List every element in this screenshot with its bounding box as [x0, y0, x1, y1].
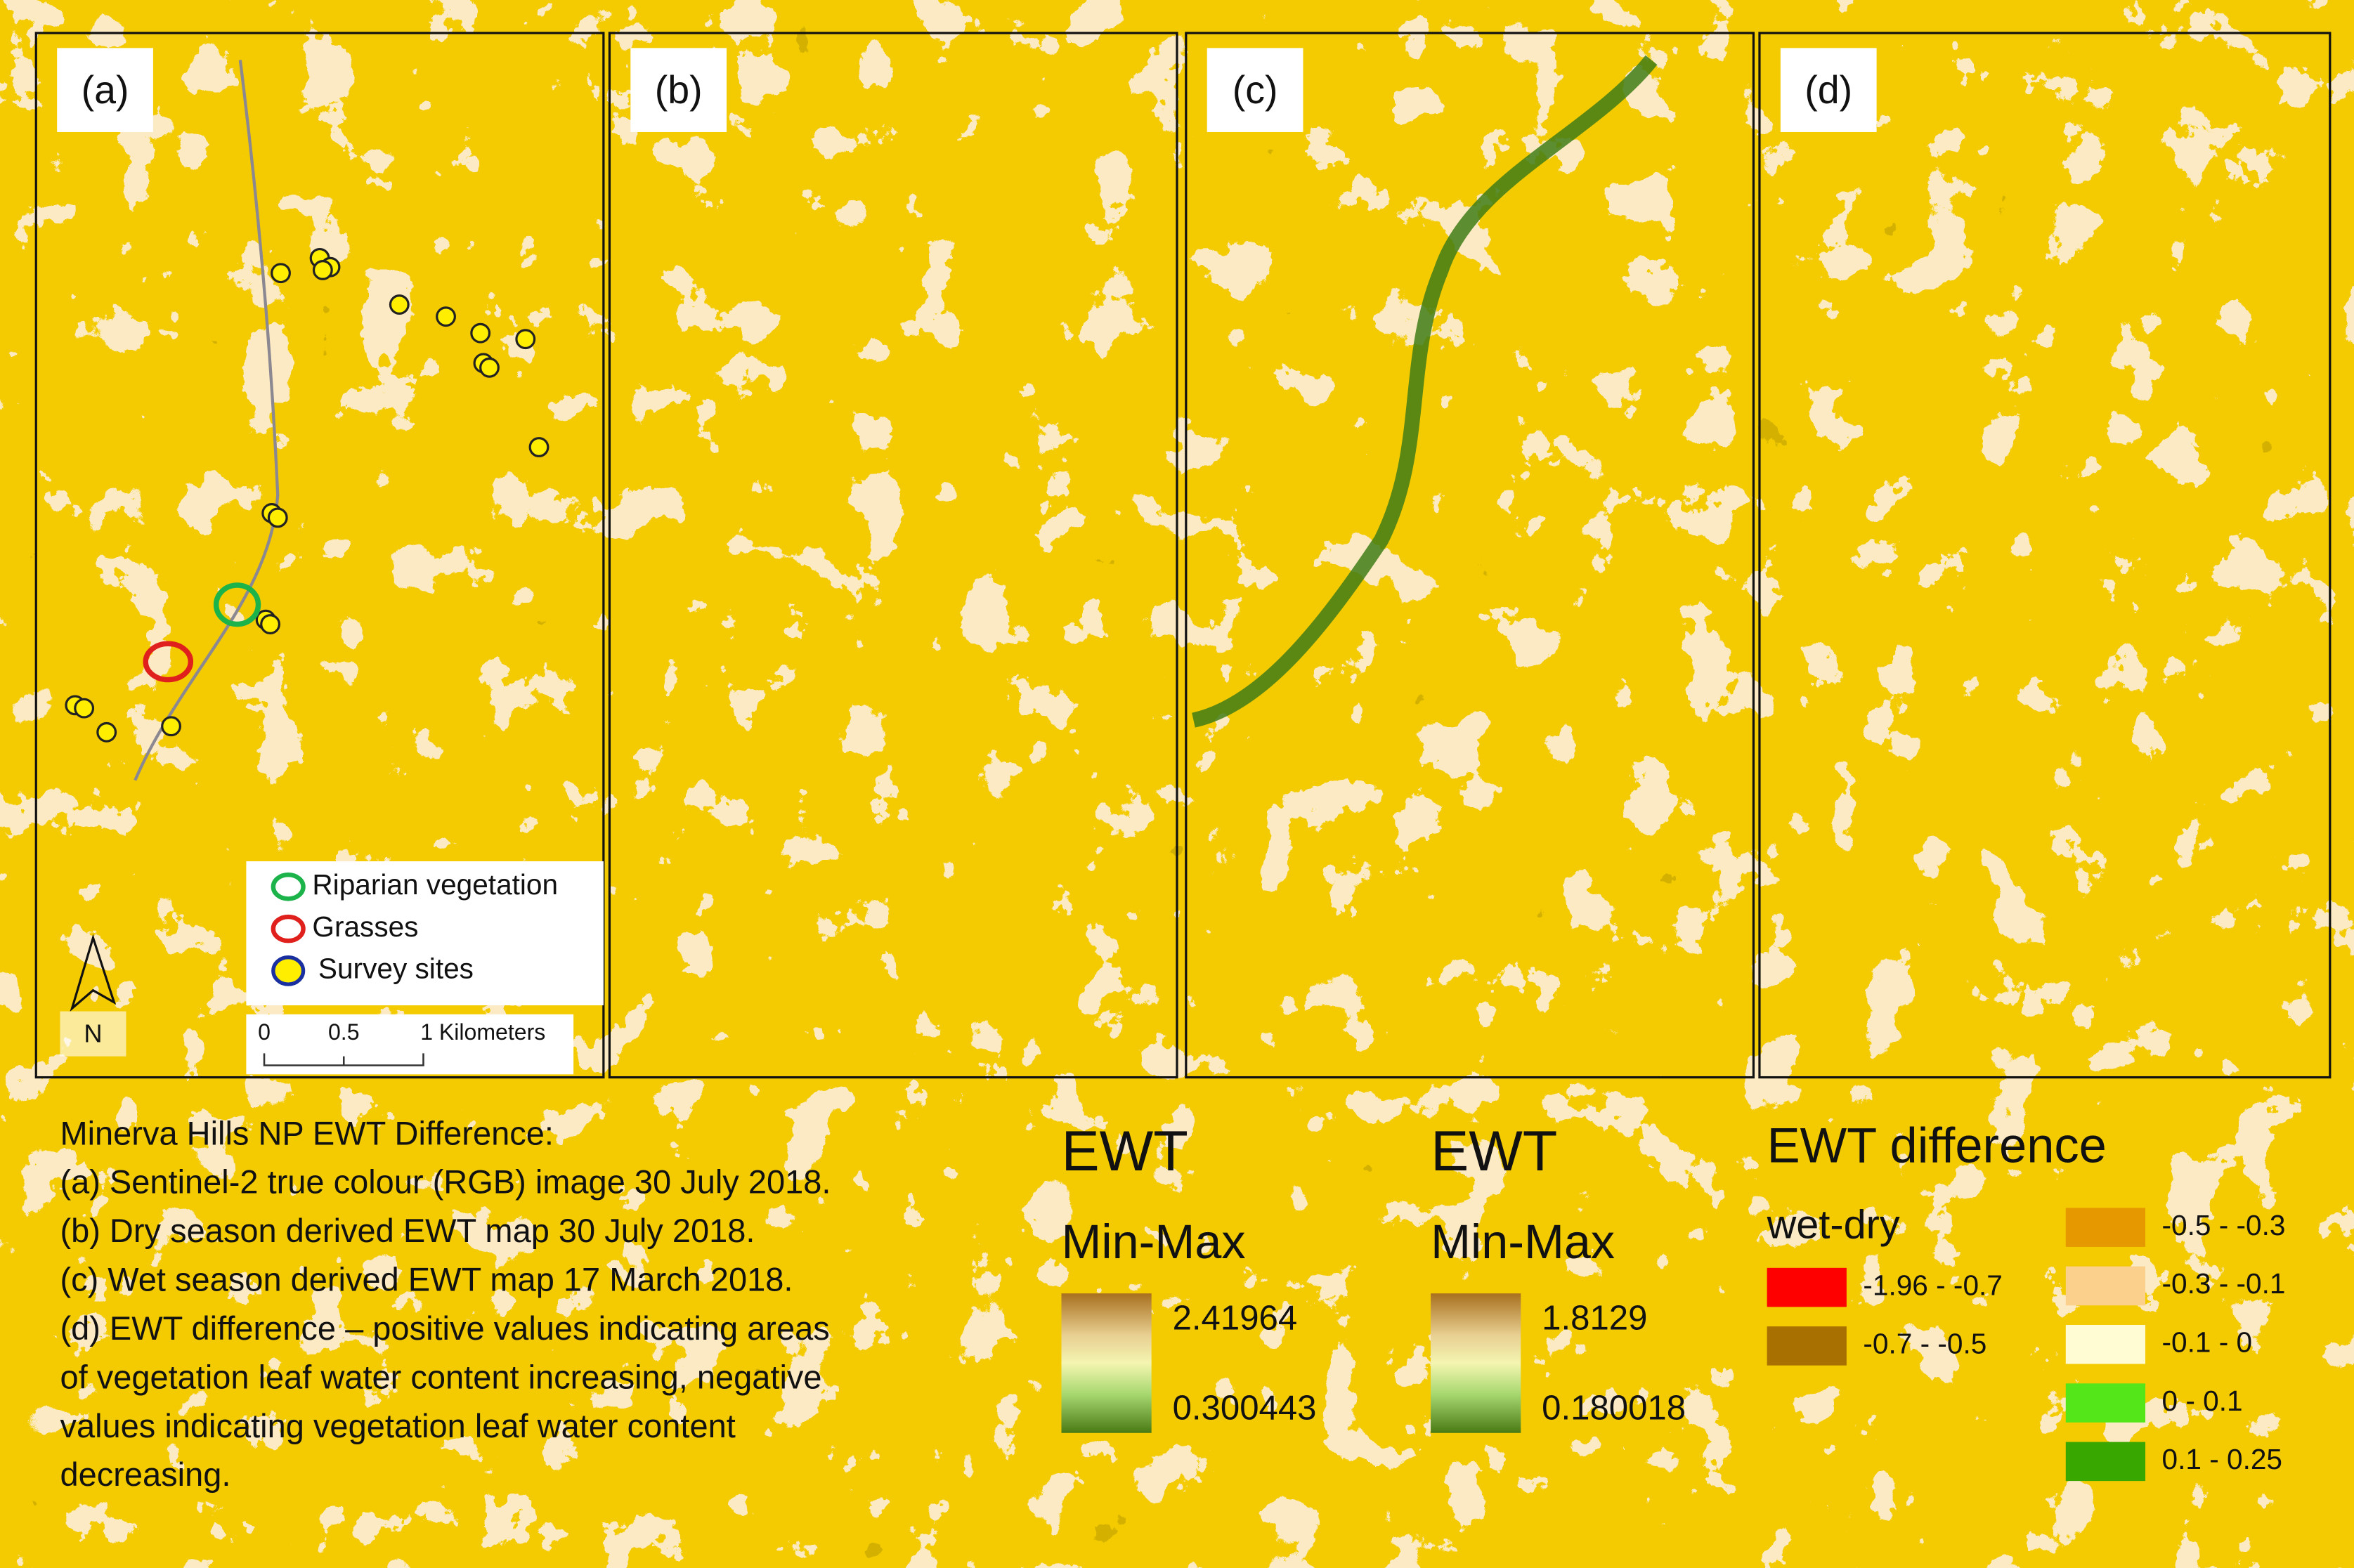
ewt-legend-subtitle: Min-Max — [1061, 1215, 1245, 1269]
ewt-legend-min: 0.180018 — [1542, 1390, 1686, 1427]
ewt-legend-min: 0.300443 — [1173, 1390, 1317, 1427]
difference-legend-subtitle: wet-dry — [1767, 1202, 1900, 1247]
caption-line: decreasing. — [60, 1456, 230, 1493]
panel-label-box — [57, 48, 153, 132]
survey-sites — [65, 247, 550, 743]
difference-class-label: -0.3 - -0.1 — [2162, 1267, 2286, 1300]
caption-line: (a) Sentinel-2 true colour (RGB) image 3… — [60, 1163, 831, 1201]
grasses-marker — [143, 641, 194, 683]
dry-ewt-map — [609, 32, 1177, 1078]
panel-label: (b) — [655, 68, 703, 112]
caption-line: values indicating vegetation leaf water … — [60, 1407, 735, 1444]
north-label: N — [84, 1019, 102, 1047]
north-arrow — [70, 934, 117, 1012]
difference-swatch — [2065, 1324, 2146, 1364]
road — [134, 60, 280, 781]
scale-label: 1 Kilometers — [420, 1019, 545, 1045]
caption-line: (b) Dry season derived EWT map 30 July 2… — [60, 1212, 755, 1249]
caption-line: Minerva Hills NP EWT Difference: — [60, 1114, 553, 1151]
ewt-ramp — [1061, 1293, 1152, 1433]
difference-class-label: 0 - 0.1 — [2162, 1385, 2243, 1417]
difference-swatch — [2065, 1442, 2146, 1482]
difference-swatch — [2065, 1383, 2146, 1423]
map-legend-label: Survey sites — [318, 953, 474, 985]
ewt-legend-title: EWT — [1431, 1120, 1557, 1183]
difference-class-label: 0.1 - 0.25 — [2162, 1443, 2282, 1475]
ewt-legend-title: EWT — [1061, 1120, 1188, 1183]
difference-swatch — [1767, 1326, 1847, 1366]
ewt-ramp — [1431, 1293, 1521, 1433]
scale-label: 0.5 — [328, 1019, 360, 1045]
difference-class-label: -1.96 - -0.7 — [1863, 1269, 2003, 1301]
legend-riparian-symbol — [271, 873, 306, 901]
panel-label: (a) — [82, 68, 129, 112]
difference-class-label: -0.5 - -0.3 — [2162, 1209, 2286, 1241]
legend-sites-symbol — [271, 955, 306, 986]
difference-swatch — [2065, 1208, 2146, 1247]
panel-frames — [34, 32, 2332, 1079]
figure-border — [25, 15, 2336, 1548]
scale-bar — [263, 1053, 424, 1066]
legend-grasses-symbol — [271, 914, 306, 943]
difference-class-label: -0.7 - -0.5 — [1863, 1328, 1986, 1360]
ewt-legend-subtitle: Min-Max — [1431, 1215, 1615, 1269]
difference-legend-title: EWT difference — [1767, 1118, 2107, 1173]
ewt-legend-max: 1.8129 — [1542, 1300, 1647, 1338]
panel-label-box — [630, 48, 727, 132]
map-legend-box — [246, 861, 604, 1006]
caption-line: of vegetation leaf water content increas… — [60, 1358, 821, 1395]
map-legend-label: Grasses — [312, 910, 418, 943]
difference-swatch — [1767, 1267, 1847, 1307]
riparian-marker — [213, 582, 261, 627]
panel-label-box — [1780, 48, 1877, 132]
scale-label: 0 — [258, 1019, 271, 1045]
ewt-difference-map — [1759, 32, 2330, 1078]
north-label-bg — [60, 1011, 126, 1057]
difference-class-label: -0.1 - 0 — [2162, 1326, 2253, 1358]
panel-label-box — [1207, 48, 1303, 132]
caption-line: (c) Wet season derived EWT map 17 March … — [60, 1261, 793, 1298]
map-legend-label: Riparian vegetation — [312, 868, 558, 901]
panel-label: (c) — [1233, 68, 1278, 112]
ewt-legend-max: 2.41964 — [1173, 1300, 1298, 1338]
wet-ewt-map — [1185, 32, 1754, 1078]
difference-swatch — [2065, 1266, 2146, 1306]
caption-line: (d) EWT difference – positive values ind… — [60, 1309, 829, 1347]
scale-box — [246, 1014, 574, 1075]
river-channel — [1192, 55, 1658, 728]
panel-label: (d) — [1804, 68, 1852, 112]
